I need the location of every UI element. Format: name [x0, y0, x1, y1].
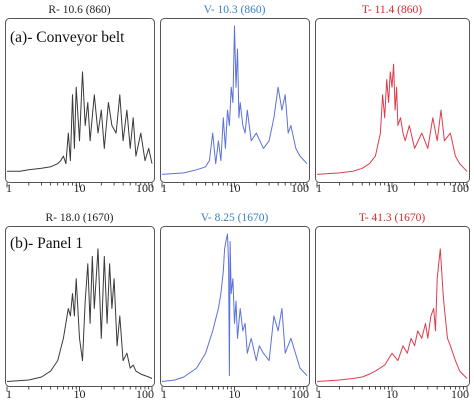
panel-title: R- 18.0 (1670) [45, 212, 113, 224]
x-tick-label: 1 [161, 387, 167, 401]
series-line [316, 63, 468, 175]
x-tick-label: 10 [74, 181, 86, 195]
x-tick-label: 10 [386, 387, 398, 401]
series-line [161, 233, 308, 382]
panel-title: R- 10.6 (860) [48, 4, 110, 16]
row-label: (a)- Conveyor belt [10, 29, 125, 46]
panel-title: T- 41.3 (1670) [359, 212, 426, 224]
panel-frame [160, 226, 310, 387]
x-tick-label: 100 [291, 181, 309, 195]
x-tick-label: 1 [161, 181, 167, 195]
x-tick-label: 100 [136, 181, 154, 195]
panel-frame [5, 226, 155, 387]
x-tick-label: 1 [6, 387, 12, 401]
x-tick-label: 10 [386, 181, 398, 195]
panel-frame [5, 18, 155, 183]
series-line [7, 71, 153, 172]
x-tick-label: 100 [291, 387, 309, 401]
panel-title: T- 11.4 (860) [362, 4, 422, 16]
series-line [6, 248, 153, 382]
x-tick-label: 100 [136, 387, 154, 401]
x-tick-label: 10 [229, 387, 241, 401]
panel-title: V- 8.25 (1670) [201, 212, 269, 224]
x-tick-label: 1 [316, 387, 322, 401]
series-line [161, 25, 308, 175]
series-line [316, 248, 468, 382]
panel-frame [315, 18, 470, 183]
panel-frame [160, 18, 310, 183]
x-tick-label: 10 [74, 387, 86, 401]
panel-title: V- 10.3 (860) [204, 4, 266, 16]
panel-frame [315, 226, 470, 387]
x-tick-label: 100 [451, 387, 469, 401]
row-label: (b)- Panel 1 [10, 235, 83, 252]
x-tick-label: 10 [229, 181, 241, 195]
x-tick-label: 1 [316, 181, 322, 195]
x-tick-label: 100 [451, 181, 469, 195]
x-tick-label: 1 [6, 181, 12, 195]
